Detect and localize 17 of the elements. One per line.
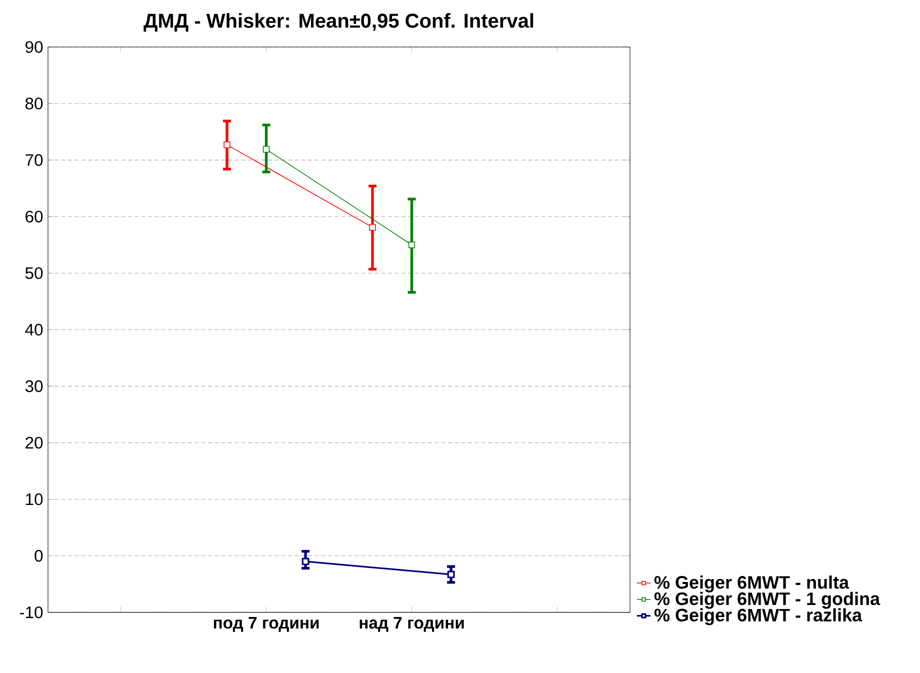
y-tick-label: 80 <box>25 97 43 110</box>
y-tick-label: 10 <box>26 493 43 506</box>
y-tick-label: 60 <box>26 210 43 222</box>
x-tick-label: над 7 години <box>360 616 464 632</box>
y-tick-label: 0 <box>34 550 43 562</box>
y-tick-label: 90 <box>26 40 43 53</box>
y-tick-label: 70 <box>26 154 43 166</box>
y-tick-label: 20 <box>26 436 43 448</box>
y-tick-label: 50 <box>25 267 43 279</box>
y-tick-label: 30 <box>25 380 43 392</box>
y-tick-label: -10 <box>20 606 43 618</box>
legend-label: % Geiger 6MWT - razlika <box>654 608 862 625</box>
legend-label: % Geiger 6MWT - 1 godina <box>654 592 880 609</box>
chart-title: ДМД - Whisker: Mean±0,95 Conf. Interval <box>144 12 534 32</box>
y-tick-label: 40 <box>25 324 43 336</box>
x-tick-label: под 7 години <box>214 616 319 632</box>
legend-label: % Geiger 6MWT - nulta <box>654 575 850 592</box>
